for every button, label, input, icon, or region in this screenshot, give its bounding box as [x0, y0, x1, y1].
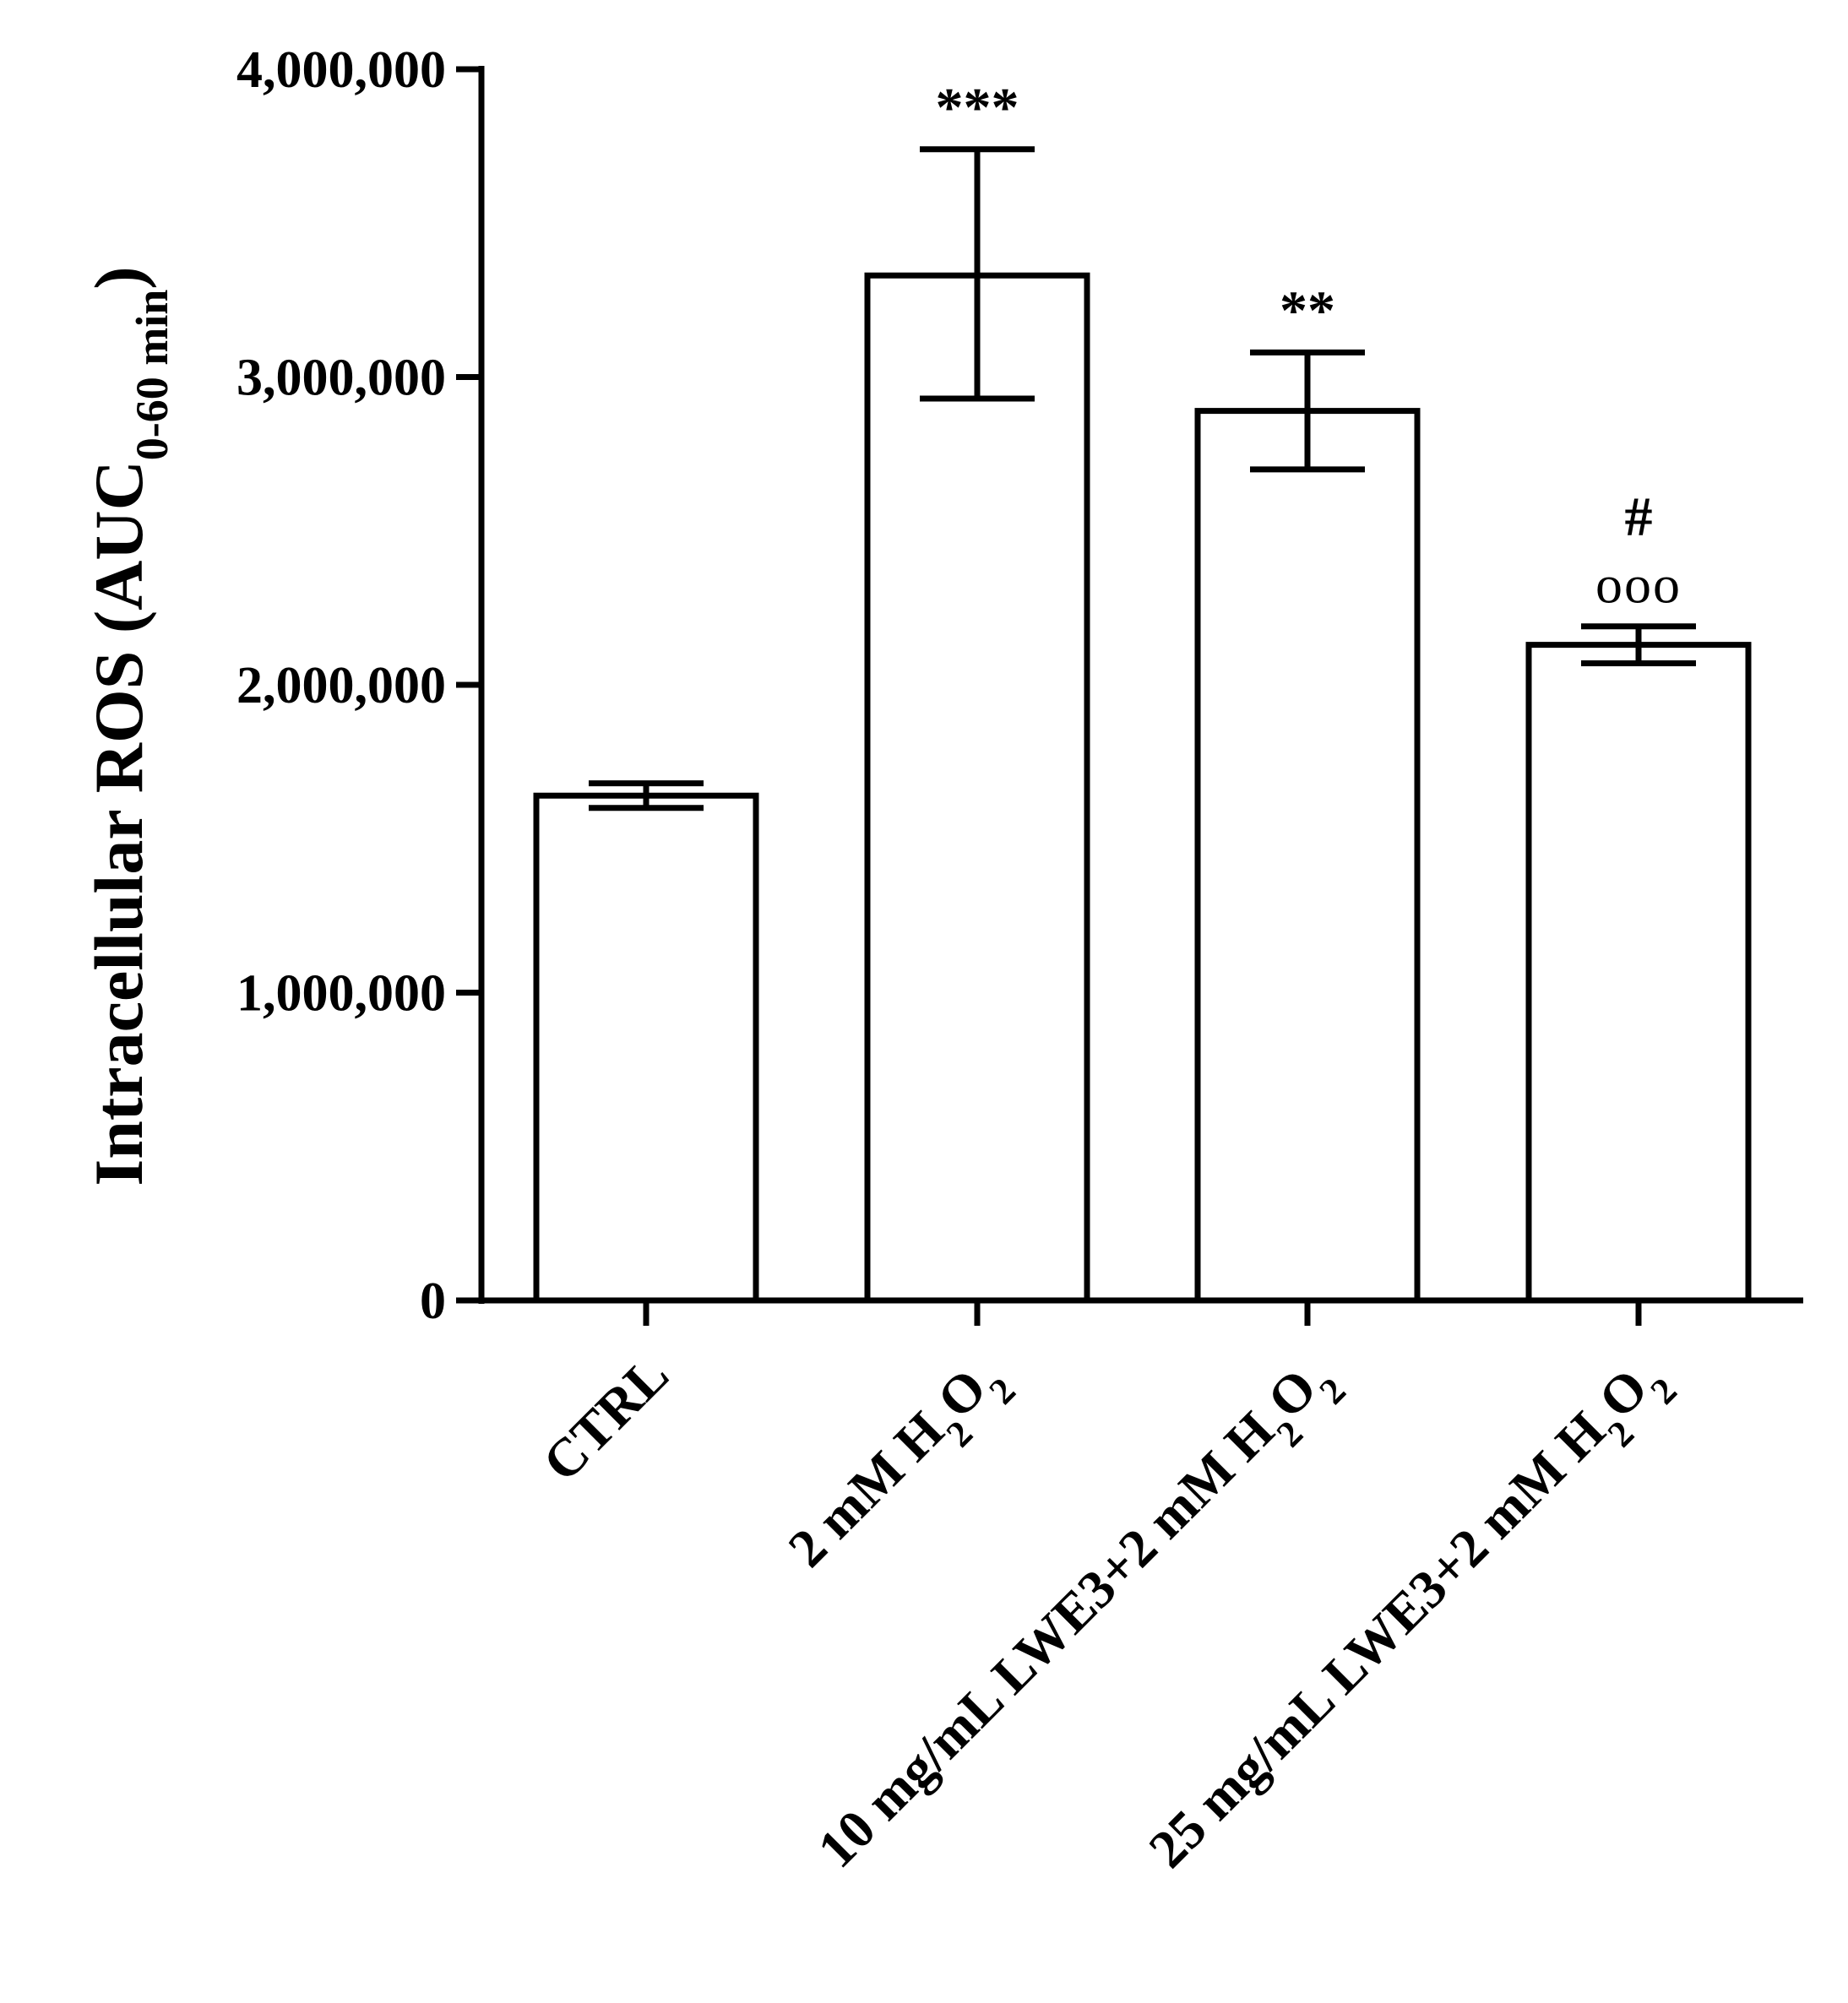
significance-label: # [1625, 486, 1653, 548]
bar [533, 792, 759, 1304]
y-tick-label: 2,000,000 [236, 657, 446, 714]
bar [1194, 408, 1421, 1304]
y-tick-label: 3,000,000 [236, 350, 446, 407]
bar [1525, 642, 1752, 1304]
x-category-label: CTRL [531, 1344, 680, 1493]
y-tick-label: 1,000,000 [236, 965, 446, 1023]
x-category-label: 2 mM H2O2 [777, 1344, 1024, 1591]
significance-label: *** [936, 77, 1019, 138]
significance-label: ooo [1595, 555, 1682, 615]
significance-annotations: *****ooo# [936, 77, 1682, 615]
y-axis-label: Intracellular ROS (AUC0-60 min) [80, 266, 177, 1186]
bar [864, 272, 1090, 1304]
y-tick-label: 0 [420, 1273, 446, 1330]
significance-label: ** [1280, 280, 1335, 341]
error-bars [589, 146, 1696, 812]
bars [533, 272, 1752, 1304]
axes: 0 1,000,000 2,000,000 3,000,000 4,000,000 [236, 41, 1803, 1330]
y-tick-label: 4,000,000 [236, 41, 446, 99]
